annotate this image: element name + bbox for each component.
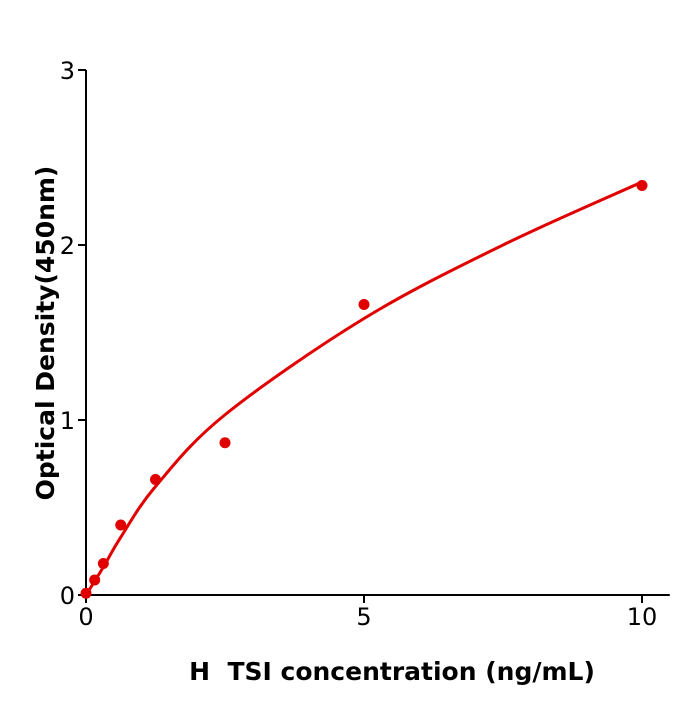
y-tick-label: 3 — [60, 57, 75, 85]
fit-curve — [84, 180, 643, 596]
y-axis-label: Optical Density(450nm) — [31, 166, 60, 501]
axes: 0 5 10 0 1 2 3 — [60, 57, 670, 631]
x-axis-label: H TSI concentration (ng/mL) — [189, 657, 595, 686]
data-point — [89, 574, 101, 586]
data-point — [219, 437, 231, 449]
data-point — [80, 587, 92, 599]
data-points — [80, 180, 648, 599]
data-point — [636, 180, 648, 191]
y-tick-label: 2 — [60, 232, 75, 260]
x-tick-label: 10 — [627, 603, 658, 631]
x-tick-label: 5 — [356, 603, 371, 631]
y-tick-label: 0 — [60, 582, 75, 610]
x-tick-label: 0 — [78, 603, 93, 631]
data-point — [115, 519, 127, 531]
data-point — [150, 474, 161, 485]
data-point — [97, 558, 109, 569]
y-tick-label: 1 — [60, 407, 75, 435]
data-point — [358, 299, 370, 310]
